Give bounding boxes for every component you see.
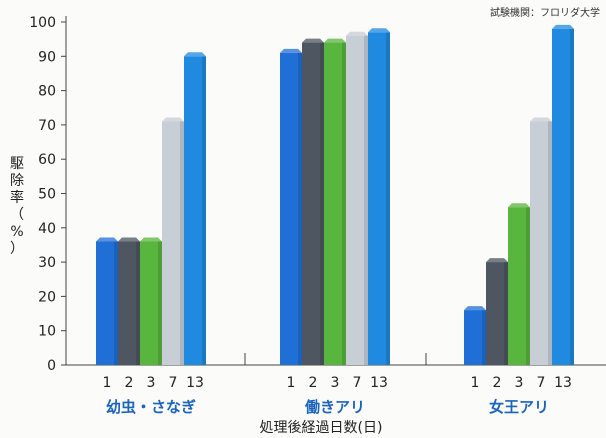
bar-shade — [570, 29, 574, 365]
x-tick-label: 1 — [471, 375, 480, 391]
bar-cap — [508, 203, 530, 207]
bar-shade — [548, 121, 552, 365]
x-axis-label: 処理後経過日数(日) — [260, 420, 383, 436]
bar-shade — [342, 43, 346, 365]
x-tick-label: 13 — [186, 375, 204, 391]
x-tick-label: 1 — [287, 375, 296, 391]
bar-cap — [530, 117, 552, 121]
x-tick-label: 2 — [125, 375, 134, 391]
y-label-char: 除 — [10, 173, 24, 189]
y-label-char: % — [10, 224, 23, 240]
bar-shade — [504, 262, 508, 365]
y-label-char: 率 — [10, 189, 24, 206]
bar-shade — [320, 43, 324, 365]
bar-cap — [162, 117, 184, 121]
x-tick-label: 3 — [331, 375, 340, 391]
y-tick-label: 30 — [38, 255, 56, 271]
bar-cap — [486, 258, 508, 262]
bar-shade — [114, 242, 118, 365]
bar-cap — [464, 306, 486, 310]
y-tick-label: 60 — [38, 152, 56, 168]
y-label-char: （ — [10, 207, 24, 223]
bar-shade — [526, 207, 530, 365]
bar-group — [464, 25, 574, 365]
bar-cap — [552, 25, 574, 29]
y-tick-label: 40 — [38, 221, 56, 237]
bar-groups — [96, 25, 574, 365]
y-label-char: ） — [10, 241, 24, 257]
x-tick-label: 1 — [103, 375, 112, 391]
bar-group — [96, 52, 206, 365]
bar-cap — [280, 49, 302, 53]
x-tick-label: 13 — [370, 375, 388, 391]
bar-group — [280, 28, 390, 365]
bar-cap — [346, 32, 368, 36]
bar-shade — [158, 242, 162, 365]
y-tick-label: 50 — [38, 187, 56, 203]
bar-shade — [298, 53, 302, 365]
y-tick-label: 0 — [47, 358, 56, 374]
bar-cap — [184, 52, 206, 56]
y-tick-label: 70 — [38, 118, 56, 134]
x-tick-label: 2 — [493, 375, 502, 391]
group-label: 幼虫・さなぎ — [106, 398, 196, 416]
y-tick-label: 100 — [29, 15, 56, 31]
y-tick-label: 80 — [38, 84, 56, 100]
group-label: 働きアリ — [304, 398, 365, 416]
y-axis-label: 駆除率（%） — [10, 156, 24, 257]
group-labels: 幼虫・さなぎ 働きアリ 女王アリ — [106, 398, 549, 416]
x-tick-label: 3 — [515, 375, 524, 391]
x-axis-ticks: 1 2 3 7 13 1 2 3 7 13 1 2 3 7 13 — [103, 375, 572, 391]
x-tick-label: 3 — [147, 375, 156, 391]
bar-cap — [140, 238, 162, 242]
bar-shade — [180, 121, 184, 365]
bar-shade — [482, 310, 486, 365]
bar-cap — [118, 238, 140, 242]
bar-shade — [202, 56, 206, 365]
bar-shade — [364, 36, 368, 365]
x-tick-label: 7 — [169, 375, 178, 391]
y-tick-label: 90 — [38, 49, 56, 65]
group-label: 女王アリ — [489, 398, 549, 416]
bar-cap — [96, 238, 118, 242]
bar-cap — [368, 28, 390, 32]
bar-shade — [136, 242, 140, 365]
x-tick-label: 13 — [554, 375, 572, 391]
bar-cap — [324, 39, 346, 43]
bar-cap — [302, 39, 324, 43]
x-tick-label: 7 — [537, 375, 546, 391]
x-tick-label: 7 — [353, 375, 362, 391]
y-tick-label: 10 — [38, 324, 56, 340]
x-tick-label: 2 — [309, 375, 318, 391]
source-note: 試験機関：フロリダ大学 — [490, 6, 600, 19]
y-label-char: 駆 — [10, 156, 24, 172]
bar-shade — [386, 32, 390, 365]
y-tick-label: 20 — [38, 289, 56, 305]
